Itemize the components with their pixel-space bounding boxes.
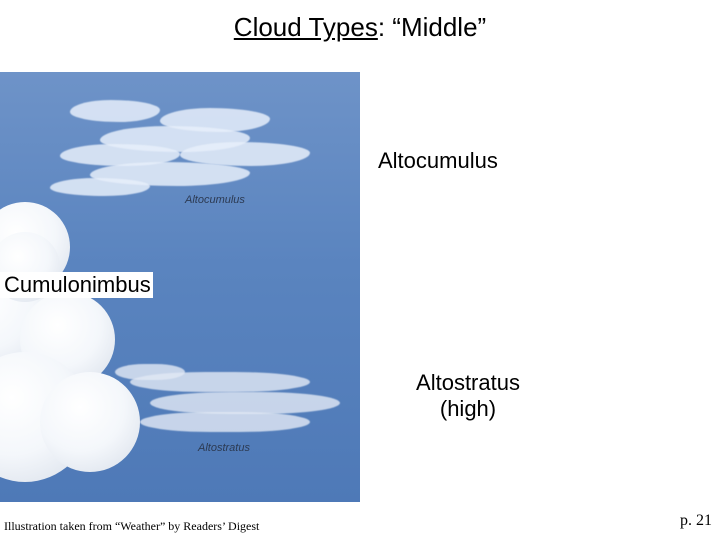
label-altostratus: Altostratus (high) (398, 370, 538, 423)
label-altocumulus: Altocumulus (376, 148, 500, 174)
cumulonimbus-puff (40, 372, 140, 472)
altostratus-caption: Altostratus (198, 442, 250, 454)
cumulonimbus-cloud (0, 192, 160, 472)
altocumulus-caption: Altocumulus (185, 194, 245, 206)
altostratus-streak (150, 392, 340, 414)
altocumulus-puff (70, 100, 160, 122)
title-rest: : “Middle” (378, 12, 486, 42)
altostratus-streak (115, 364, 185, 380)
page-title: Cloud Types: “Middle” (234, 12, 486, 43)
label-cumulonimbus: Cumulonimbus (0, 272, 153, 298)
altostratus-streak (140, 412, 310, 432)
label-altostratus-line2: (high) (400, 396, 536, 422)
label-altostratus-line1: Altostratus (400, 370, 536, 396)
title-underlined: Cloud Types (234, 12, 378, 42)
page-number: p. 21 (680, 512, 712, 530)
illustration-credit: Illustration taken from “Weather” by Rea… (4, 519, 259, 534)
